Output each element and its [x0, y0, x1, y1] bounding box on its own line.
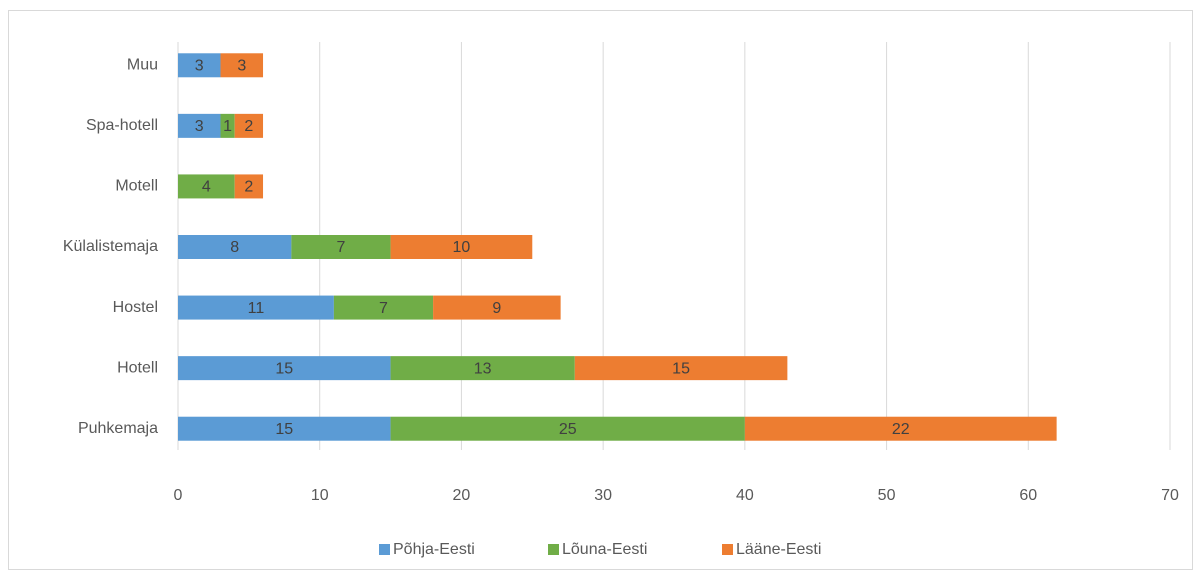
data-label: 22: [892, 421, 910, 438]
x-tick-label: 10: [311, 487, 329, 504]
data-label: 4: [202, 179, 211, 196]
bar-segment: [178, 174, 235, 199]
bar-segment: [178, 53, 221, 78]
x-tick-label: 70: [1161, 487, 1179, 504]
data-label: 8: [230, 239, 239, 256]
data-label: 2: [244, 179, 253, 196]
legend-label: Lõuna-Eesti: [562, 541, 647, 558]
bar-segment: [390, 416, 745, 441]
legend-label: Põhja-Eesti: [393, 541, 475, 558]
data-label: 15: [275, 421, 293, 438]
data-label: 9: [492, 300, 501, 317]
bar-segment: [390, 356, 575, 381]
data-label: 3: [237, 58, 246, 75]
y-tick-label: Hostel: [113, 299, 158, 316]
x-tick-label: 50: [878, 487, 896, 504]
bar-segment: [178, 235, 292, 259]
chart-frame: [8, 10, 1193, 570]
data-label: 15: [275, 360, 293, 377]
y-tick-label: Muu: [127, 57, 158, 74]
x-tick-label: 0: [174, 487, 183, 504]
bar-segment: [220, 113, 235, 138]
data-label: 3: [195, 118, 204, 135]
legend-label: Lääne-Eesti: [736, 541, 821, 558]
x-tick-label: 30: [594, 487, 612, 504]
y-tick-label: Külalistemaja: [63, 238, 158, 255]
data-label: 2: [244, 118, 253, 135]
data-label: 13: [474, 360, 492, 377]
bar-segment: [291, 235, 391, 259]
data-label: 1: [223, 118, 232, 135]
data-label: 25: [559, 421, 577, 438]
bar-segment: [333, 295, 434, 320]
x-tick-label: 40: [736, 487, 754, 504]
y-tick-label: Puhkemaja: [78, 420, 158, 437]
y-tick-label: Spa-hotell: [86, 117, 158, 134]
bar-segment: [433, 295, 561, 320]
bar-segment: [178, 295, 334, 320]
bar-segment: [744, 416, 1057, 441]
bar-segment: [390, 235, 533, 259]
y-tick-label: Hotell: [117, 359, 158, 376]
bar-segment: [178, 113, 221, 138]
bar-segment: [220, 53, 264, 78]
legend-swatch: [548, 544, 559, 555]
data-label: 7: [337, 239, 346, 256]
x-tick-label: 60: [1019, 487, 1037, 504]
bar-segment: [574, 356, 788, 381]
data-label: 3: [195, 58, 204, 75]
data-label: 7: [379, 300, 388, 317]
bar-segment: [178, 416, 391, 441]
y-tick-label: Motell: [115, 178, 158, 195]
data-label: 11: [248, 300, 265, 317]
legend-swatch: [722, 544, 733, 555]
bar-segment: [178, 356, 391, 381]
data-label: 10: [453, 239, 471, 256]
x-tick-label: 20: [453, 487, 471, 504]
bar-segment: [234, 174, 264, 199]
bar-segment: [234, 113, 264, 138]
legend-swatch: [379, 544, 390, 555]
data-label: 15: [672, 360, 690, 377]
